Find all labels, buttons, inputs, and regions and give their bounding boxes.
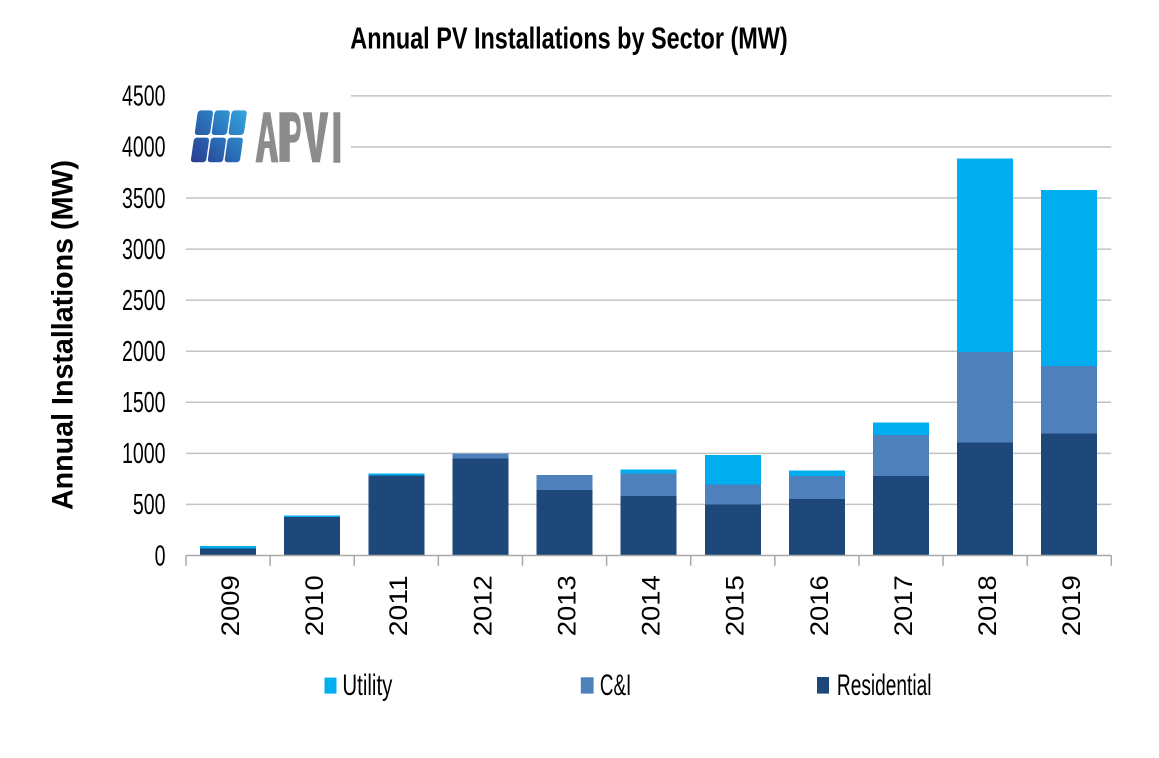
svg-text:Residential: Residential (837, 669, 932, 702)
svg-text:500: 500 (133, 489, 166, 521)
svg-text:4000: 4000 (122, 132, 166, 164)
svg-text:2014: 2014 (638, 575, 666, 636)
svg-text:2018: 2018 (974, 575, 1002, 636)
svg-text:2000: 2000 (122, 336, 166, 368)
svg-text:2013: 2013 (553, 575, 581, 636)
svg-text:2015: 2015 (722, 575, 750, 636)
svg-text:Annual PV Installations by Sec: Annual PV Installations by Sector (MW) (350, 23, 787, 56)
svg-text:2500: 2500 (122, 285, 166, 317)
svg-text:3500: 3500 (122, 183, 166, 215)
svg-text:2019: 2019 (1058, 575, 1086, 636)
svg-text:3000: 3000 (122, 234, 166, 266)
svg-text:2010: 2010 (301, 575, 329, 636)
svg-text:Utility: Utility (342, 669, 392, 702)
svg-text:2017: 2017 (890, 575, 918, 636)
svg-text:0: 0 (155, 540, 166, 572)
svg-text:Annual Installations (MW): Annual Installations (MW) (47, 160, 80, 510)
svg-text:2016: 2016 (806, 575, 834, 636)
svg-text:1000: 1000 (122, 438, 166, 470)
svg-text:4500: 4500 (122, 81, 166, 113)
svg-text:C&I: C&I (600, 669, 631, 702)
svg-text:1500: 1500 (122, 387, 166, 419)
svg-text:2012: 2012 (469, 575, 497, 636)
svg-text:2009: 2009 (217, 575, 245, 636)
svg-text:2011: 2011 (385, 575, 413, 636)
